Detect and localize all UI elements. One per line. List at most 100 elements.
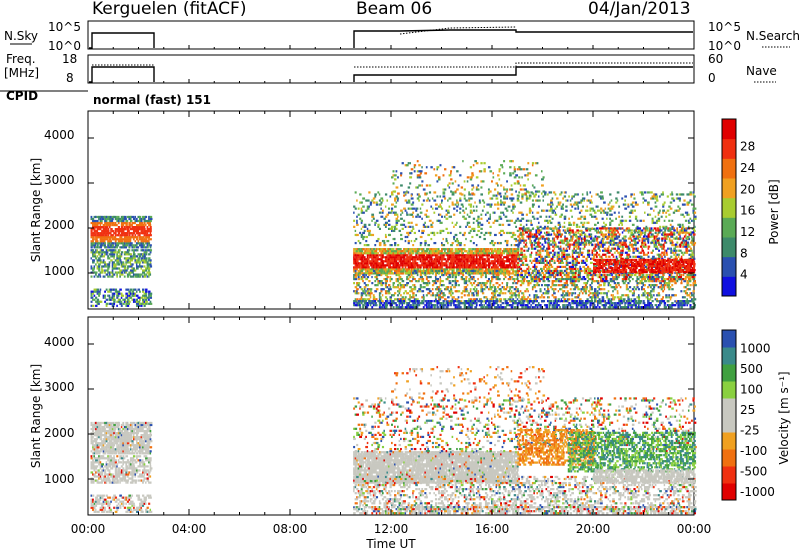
power-cell [558,222,561,224]
power-cell [139,299,141,301]
power-cell [353,220,355,222]
power-cell [558,284,561,286]
power-cell [92,224,93,226]
power-cell [562,296,564,298]
power-cell [556,197,558,199]
power-cell [406,214,409,216]
power-cell [496,252,498,254]
power-cell [148,253,150,255]
power-cell [571,206,573,208]
power-cell [412,252,414,254]
power-cell [386,254,387,256]
power-cell [417,256,419,258]
station-title: Kerguelen (fitACF) [92,0,246,19]
power-cell [491,248,494,250]
power-cell [145,224,146,226]
power-cell [405,199,407,201]
power-cell [112,236,114,238]
power-cell [641,191,643,193]
power-cell [443,252,444,254]
power-cell [468,199,470,201]
power-cell [629,220,631,222]
power-cell [658,294,661,296]
power-cell [470,206,472,208]
power-cell [568,218,570,220]
power-cell [121,253,123,255]
power-cell [550,240,551,242]
power-cell [116,230,118,232]
power-cell [441,201,442,203]
power-cell [417,268,420,270]
power-cell [528,270,530,272]
power-cell [367,228,369,230]
power-cell [438,256,440,258]
power-cell [441,222,443,224]
power-cell [580,216,582,218]
power-cell [692,294,694,296]
power-cell [517,197,519,199]
power-cell [456,199,457,201]
power-cell [488,188,490,190]
power-cell [541,178,544,180]
power-cell [577,208,579,210]
power-cell [522,237,524,239]
power-cell [493,294,494,296]
power-cell [520,250,522,252]
power-cell [505,216,508,218]
power-cell [441,208,443,210]
power-cell [426,192,428,194]
power-cell [458,290,460,292]
power-cell [376,260,379,262]
power-cell [456,206,458,208]
power-cell [450,288,452,290]
power-cell [570,210,572,212]
power-cell [141,222,144,224]
power-cell [547,296,549,298]
power-cell [447,286,449,288]
power-cell [104,232,106,234]
power-cell [373,296,375,298]
power-cell [142,253,143,255]
power-cell [148,271,151,273]
power-cell [462,254,464,256]
power-cell [139,228,140,230]
power-cell [482,199,484,201]
power-cell [402,162,404,164]
power-cell [614,296,616,298]
power-cell [597,193,599,195]
power-cell [389,195,391,197]
power-cell [400,184,403,186]
power-cell [119,249,120,251]
power-cell [533,274,535,276]
power-cell [477,218,479,220]
power-cell [617,191,620,193]
power-cell [397,250,399,252]
power-cell [511,244,513,246]
power-cell [436,168,438,170]
power-cell [617,282,620,284]
power-cell [429,282,430,284]
power-cell [417,266,419,268]
power-cell [621,294,624,296]
power-cell [380,197,383,199]
power-cell [449,280,451,282]
power-cell [547,286,548,288]
power-cell [617,296,620,298]
power-cell [591,201,593,203]
power-cell [424,256,426,258]
power-cell [116,276,118,278]
power-cell [426,282,429,284]
power-cell [426,262,428,264]
power-cell [406,236,408,238]
power-cell [412,226,413,228]
power-cell [488,166,491,168]
power-cell [380,201,382,203]
power-cell [429,248,431,250]
power-cell [439,222,441,224]
power-cell [144,234,145,236]
power-cell [464,258,466,260]
power-cell [439,195,441,197]
power-cell [144,226,146,228]
power-cell [489,232,491,234]
power-cell [471,276,473,278]
